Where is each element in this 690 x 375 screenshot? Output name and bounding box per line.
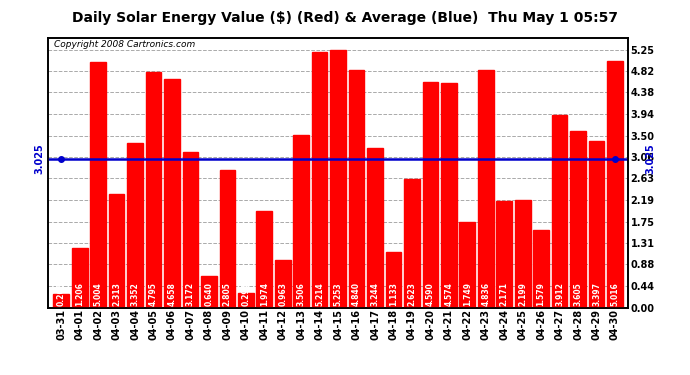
Bar [552,116,567,308]
Bar [607,61,623,308]
Bar [72,248,88,308]
Bar [164,79,180,308]
Text: 3.244: 3.244 [371,282,380,306]
Text: 5.253: 5.253 [333,282,343,306]
Bar [275,260,290,308]
Text: Daily Solar Energy Value ($) (Red) & Average (Blue)  Thu May 1 05:57: Daily Solar Energy Value ($) (Red) & Ave… [72,11,618,25]
Text: 3.025: 3.025 [645,144,656,174]
Bar [422,82,438,308]
Text: 4.795: 4.795 [149,282,158,306]
Text: 2.623: 2.623 [407,282,417,306]
Bar [441,83,457,308]
Text: 1.749: 1.749 [463,282,472,306]
Bar [533,230,549,308]
Bar [219,170,235,308]
Text: 2.199: 2.199 [518,282,527,306]
Bar [367,148,383,308]
Text: 3.605: 3.605 [573,282,582,306]
Text: 0.963: 0.963 [278,282,287,306]
Bar [257,211,272,308]
Text: 3.912: 3.912 [555,282,564,306]
Text: 3.397: 3.397 [592,282,601,306]
Bar [589,141,604,308]
Bar [404,179,420,308]
Text: 5.016: 5.016 [611,282,620,306]
Text: 1.974: 1.974 [259,282,269,306]
Bar [312,51,328,308]
Bar [201,276,217,308]
Text: 0.266: 0.266 [57,282,66,306]
Text: 2.805: 2.805 [223,282,232,306]
Text: 4.840: 4.840 [352,282,361,306]
Text: 2.171: 2.171 [500,282,509,306]
Bar [478,70,493,308]
Bar [183,152,198,308]
Text: 5.004: 5.004 [94,282,103,306]
Text: 5.214: 5.214 [315,282,324,306]
Text: 4.658: 4.658 [168,282,177,306]
Text: Copyright 2008 Cartronics.com: Copyright 2008 Cartronics.com [54,40,195,49]
Text: 3.352: 3.352 [130,282,139,306]
Bar [386,252,402,308]
Bar [496,201,512,308]
Bar [238,293,254,308]
Text: 3.172: 3.172 [186,282,195,306]
Text: 3.506: 3.506 [297,282,306,306]
Text: 1.206: 1.206 [75,282,84,306]
Bar [127,143,143,308]
Bar [293,135,309,308]
Text: 2.313: 2.313 [112,282,121,306]
Text: 0.640: 0.640 [204,282,213,306]
Text: 1.133: 1.133 [389,282,398,306]
Text: 4.574: 4.574 [444,282,453,306]
Text: 4.590: 4.590 [426,282,435,306]
Text: 3.025: 3.025 [34,144,44,174]
Bar [53,294,69,307]
Bar [146,72,161,308]
Bar [348,70,364,308]
Bar [90,62,106,308]
Text: 1.579: 1.579 [537,282,546,306]
Bar [515,200,531,308]
Bar [331,50,346,308]
Text: 0.294: 0.294 [241,282,250,306]
Bar [460,222,475,308]
Text: 4.836: 4.836 [481,282,491,306]
Bar [109,194,124,308]
Bar [570,130,586,308]
